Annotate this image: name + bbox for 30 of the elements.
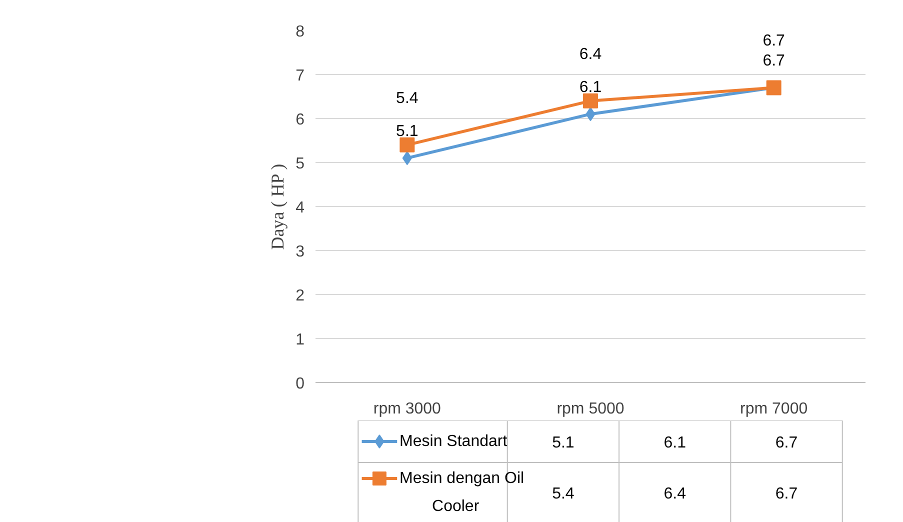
text: 6.7: [775, 486, 798, 502]
data-label: 6.7: [762, 32, 786, 50]
y-tick-label: 7: [296, 68, 305, 84]
y-tick-label: 3: [296, 244, 305, 260]
y-tick-label: 0: [296, 376, 305, 392]
text: 6.7: [775, 434, 798, 452]
point: [766, 80, 782, 96]
y-tick-label: 4: [296, 200, 305, 216]
data-label: 6.1: [579, 79, 602, 96]
data-label: 5.4: [396, 90, 418, 107]
text: 5.1: [552, 434, 574, 452]
legend-label: Mesin dengan Oil Cooler: [400, 470, 524, 515]
data-label: 6.4: [579, 46, 602, 63]
y-tick-label: 2: [296, 288, 305, 304]
y-tick-label: 5: [296, 156, 305, 172]
x-tick-label: rpm 7000: [740, 400, 808, 418]
text: 5.4: [552, 486, 574, 502]
x-tick-label: rpm 5000: [556, 400, 624, 418]
data-label: 6.7: [762, 52, 786, 70]
text: 6.4: [664, 486, 686, 502]
y-tick-label: 6: [296, 112, 305, 128]
data-label: 5.1: [396, 123, 418, 140]
point: [400, 137, 415, 152]
x-tick-label: rpm 3000: [373, 400, 442, 418]
y-tick-label: 8: [296, 24, 305, 40]
text: 6.1: [664, 434, 686, 452]
legend-label: Mesin Standart: [400, 433, 508, 450]
point: [583, 93, 598, 108]
y-tick-label: 1: [296, 332, 305, 348]
y-axis-title: Daya ( HP ): [268, 164, 288, 250]
